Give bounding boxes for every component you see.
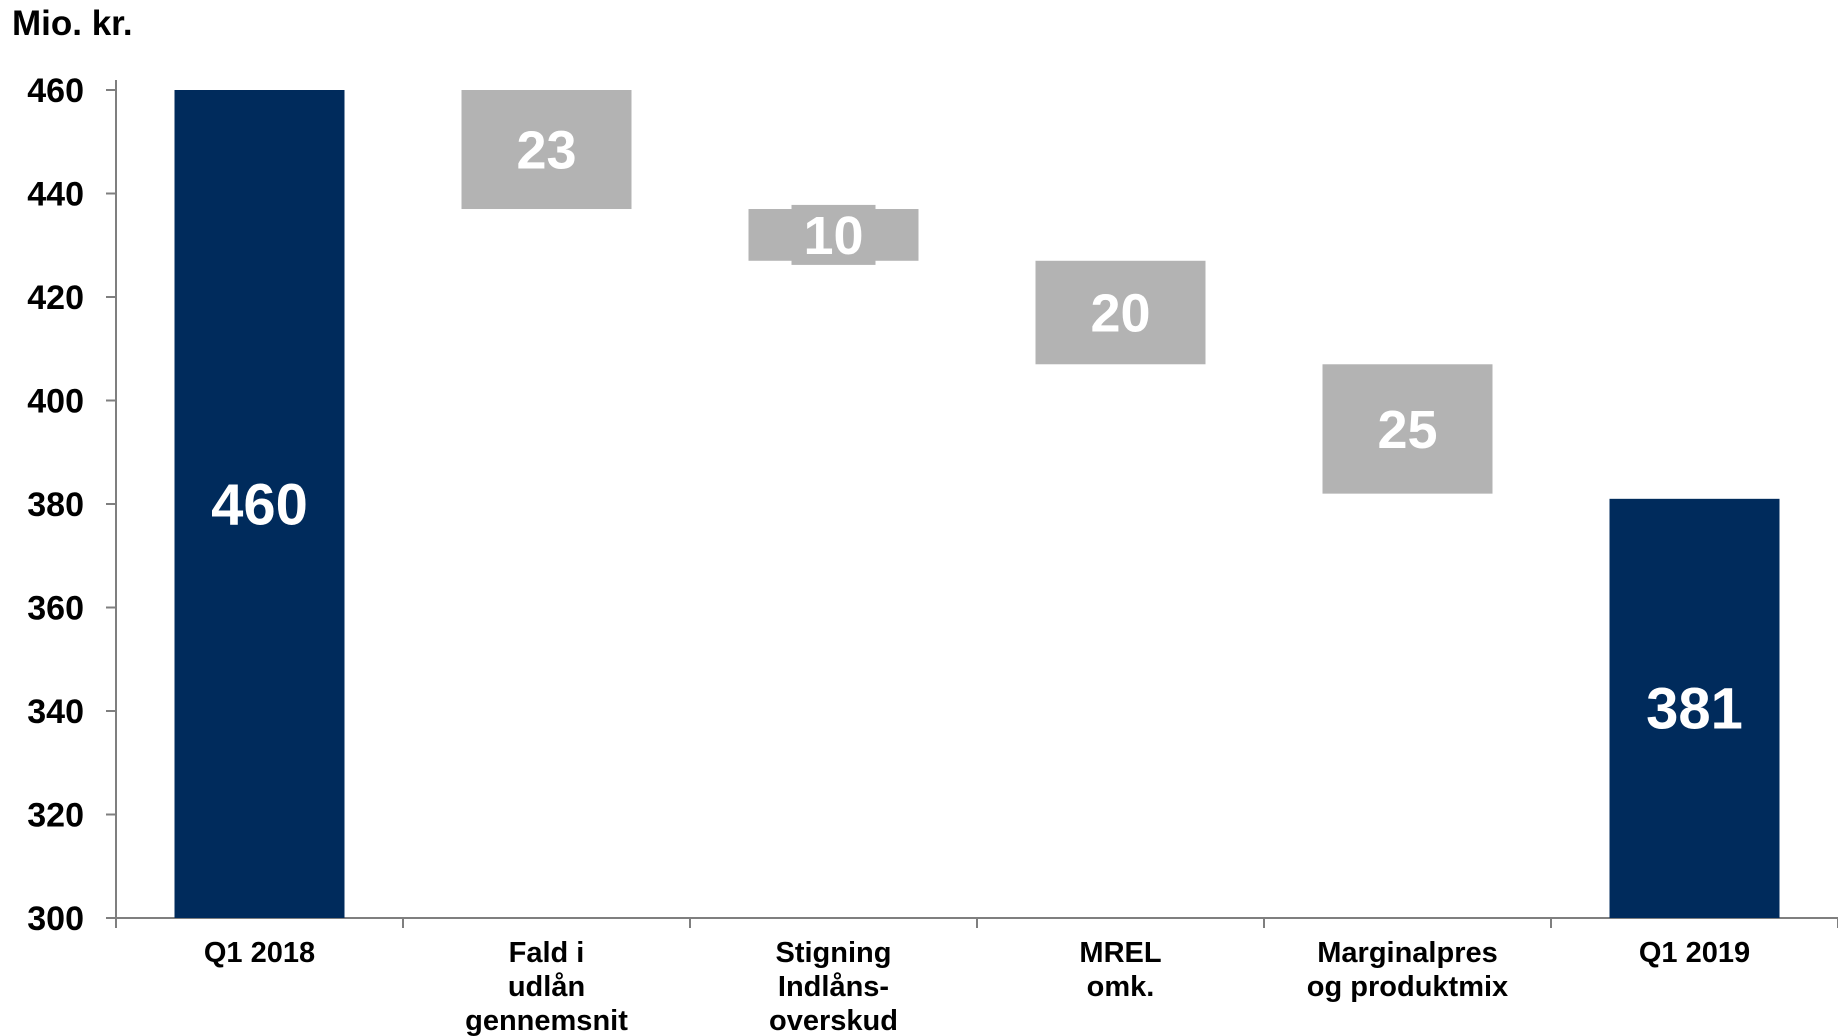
bar-value-label: 381 [1646, 677, 1743, 742]
x-category-label: Indlåns- [778, 971, 889, 1003]
bar-label-backdrop [791, 204, 876, 265]
y-tick-label: 300 [27, 900, 84, 938]
bar-value-label: 25 [1377, 400, 1437, 460]
y-tick-label: 440 [27, 176, 84, 214]
bar-value-label: 10 [803, 206, 863, 266]
bar-1 [174, 90, 345, 918]
bar-value-label: 460 [211, 472, 308, 537]
x-category-label: Q1 2018 [204, 937, 315, 969]
x-category-label: Marginalpres [1317, 937, 1498, 969]
y-tick-label: 360 [27, 590, 84, 628]
x-category-label: og produktmix [1307, 971, 1508, 1003]
x-category-label: gennemsnit [465, 1005, 628, 1036]
y-tick-label: 340 [27, 693, 84, 731]
y-tick-label: 380 [27, 486, 84, 524]
y-tick-label: 400 [27, 383, 84, 421]
x-category-label: Q1 2019 [1639, 937, 1750, 969]
y-tick-label: 320 [27, 797, 84, 835]
x-category-label: overskud [769, 1005, 898, 1036]
bar-value-label: 20 [1090, 283, 1150, 343]
bar-6 [1609, 498, 1780, 918]
bar-2 [461, 90, 632, 210]
y-axis-unit-label: Mio. kr. [12, 4, 133, 43]
bar-4 [1035, 260, 1206, 365]
x-category-label: MREL [1079, 937, 1161, 969]
x-category-label: Fald i [509, 937, 585, 969]
y-tick-label: 420 [27, 279, 84, 317]
x-category-label: omk. [1087, 971, 1155, 1003]
x-category-label: udlån [508, 971, 585, 1003]
bar-value-label: 23 [516, 120, 576, 180]
bar-5 [1322, 364, 1493, 494]
x-category-label: Stigning [776, 937, 892, 969]
y-tick-label: 460 [27, 72, 84, 110]
